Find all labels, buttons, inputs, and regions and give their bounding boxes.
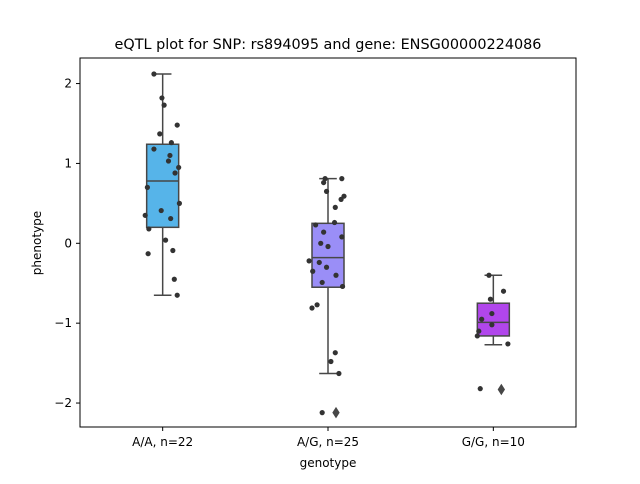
data-point: [328, 358, 334, 365]
data-point: [489, 322, 495, 328]
box-group-1: [142, 71, 182, 298]
box-iqr: [311, 222, 345, 288]
y-tick-label: 1: [64, 156, 72, 170]
data-point: [170, 247, 176, 254]
data-point: [165, 158, 172, 164]
data-point: [314, 302, 320, 308]
x-tick-label: G/G, n=10: [462, 435, 525, 449]
data-point: [313, 222, 319, 228]
outlier-marker: [332, 406, 340, 419]
data-point: [338, 196, 344, 202]
data-point: [474, 333, 480, 339]
data-point: [159, 95, 165, 101]
data-point: [145, 251, 151, 257]
data-point: [161, 102, 167, 108]
x-axis: A/A, n=22 A/G, n=25 G/G, n=10: [132, 427, 525, 449]
data-point: [144, 184, 150, 190]
data-point: [309, 305, 315, 311]
outlier-marker: [497, 383, 506, 396]
data-point: [336, 370, 342, 377]
data-point: [172, 170, 178, 176]
box-group-3: [474, 272, 511, 396]
data-point: [321, 179, 327, 186]
data-point: [333, 272, 339, 278]
data-point: [162, 237, 169, 243]
x-tick-label: A/A, n=22: [132, 435, 193, 449]
data-point: [505, 341, 511, 347]
data-point: [331, 219, 338, 226]
data-point: [151, 71, 157, 77]
data-point: [310, 268, 316, 274]
data-point: [142, 212, 148, 218]
data-point: [479, 316, 485, 322]
data-point: [500, 288, 507, 294]
data-point: [176, 200, 182, 206]
data-point: [339, 176, 345, 182]
box-group-2: [306, 176, 347, 419]
x-tick-label: A/G, n=25: [297, 435, 359, 449]
data-point: [174, 122, 180, 128]
data-point: [476, 328, 482, 334]
data-point: [157, 131, 163, 137]
x-axis-label: genotype: [300, 456, 357, 470]
y-axis-label: phenotype: [30, 211, 44, 275]
data-point: [487, 296, 494, 302]
data-point: [306, 258, 312, 264]
data-point: [174, 292, 180, 298]
data-point: [176, 164, 182, 171]
y-tick-label: −2: [54, 396, 72, 410]
data-point: [321, 229, 327, 235]
plot-layer: [142, 71, 511, 419]
data-point: [332, 204, 338, 210]
y-tick-label: 2: [64, 77, 72, 91]
box-iqr: [145, 143, 180, 229]
data-point: [477, 386, 483, 392]
data-point: [318, 240, 324, 246]
data-point: [151, 146, 157, 152]
data-point: [167, 152, 173, 159]
data-point: [168, 215, 174, 222]
data-point: [168, 140, 174, 146]
chart-title: eQTL plot for SNP: rs894095 and gene: EN…: [115, 37, 542, 53]
data-point: [325, 243, 331, 250]
y-axis: 2 1 0 −1 −2: [54, 77, 80, 410]
data-point: [322, 176, 328, 182]
data-point: [171, 276, 177, 282]
data-point: [489, 310, 495, 317]
data-point: [146, 226, 152, 232]
data-point: [323, 188, 330, 194]
data-point: [339, 234, 345, 240]
y-tick-label: −1: [54, 316, 72, 330]
data-point: [319, 410, 325, 416]
data-point: [158, 207, 164, 214]
data-point: [486, 272, 492, 278]
data-point: [319, 279, 325, 286]
data-point: [316, 259, 322, 266]
y-tick-label: 0: [64, 236, 72, 250]
data-point: [332, 350, 338, 356]
data-point: [323, 264, 330, 270]
data-point: [339, 283, 346, 290]
